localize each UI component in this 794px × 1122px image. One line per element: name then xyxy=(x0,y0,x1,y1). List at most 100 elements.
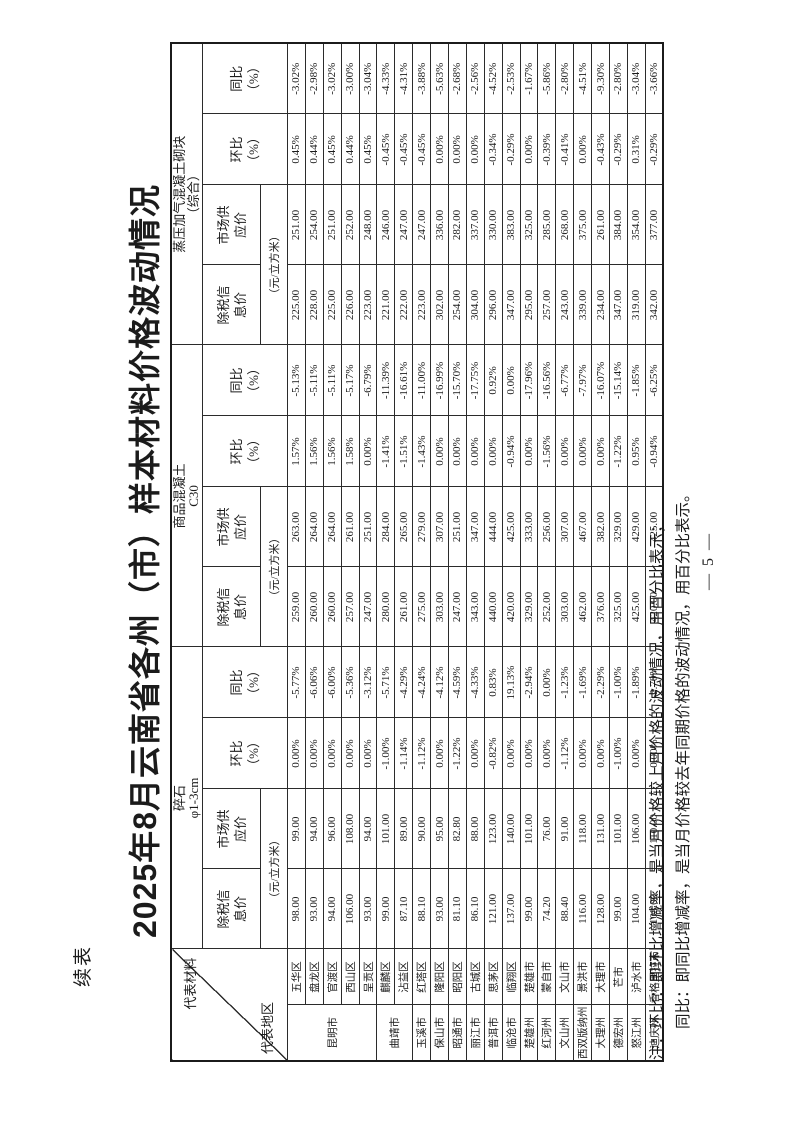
district-cell: 隆阳区 xyxy=(430,949,449,1005)
subheader-yoy: 同比 （%） xyxy=(202,344,288,416)
region-cell: 玉溪市 xyxy=(412,1005,431,1061)
value-cell: -3.04% xyxy=(627,42,646,114)
value-cell: 0.00% xyxy=(323,718,342,789)
value-cell: 91.00 xyxy=(555,789,574,869)
table-row: 沾益区 87.10 89.00 -1.14% -4.29% 261.00 265.00 -1.… xyxy=(394,42,413,1061)
value-cell: 251.00 xyxy=(287,184,306,265)
value-cell: 282.00 xyxy=(448,184,467,265)
value-cell: 234.00 xyxy=(591,264,610,345)
table-row: 玉溪市 红塔区 88.10 90.00 -1.12% -4.24% 275.00 279.00… xyxy=(412,42,431,1061)
table-row: 德宏州 芒市 99.00 101.00 -1.00% -1.00% 325.00 329.00… xyxy=(609,42,628,1061)
value-cell: -0.45% xyxy=(412,113,431,185)
value-cell: -1.12% xyxy=(555,718,574,789)
value-cell: -1.51% xyxy=(394,415,413,487)
subheader-yoy: 同比 （%） xyxy=(202,646,288,718)
value-cell: -3.04% xyxy=(359,42,377,114)
district-cell: 泸水市 xyxy=(627,949,646,1005)
value-cell: 0.00% xyxy=(359,415,377,487)
value-cell: 347.00 xyxy=(609,264,628,345)
value-cell: -4.31% xyxy=(394,42,413,114)
value-cell: -1.89% xyxy=(627,646,646,718)
value-cell: 0.00% xyxy=(537,718,556,789)
value-cell: 223.00 xyxy=(412,264,431,345)
value-cell: 0.00% xyxy=(573,415,592,487)
value-cell: -6.25% xyxy=(645,344,664,416)
value-cell: 247.00 xyxy=(412,184,431,265)
value-cell: 0.00% xyxy=(430,718,449,789)
value-cell: 0.44% xyxy=(341,113,360,185)
value-cell: -1.00% xyxy=(376,718,395,789)
value-cell: -0.82% xyxy=(484,718,503,789)
subheader-mom: 环比 （%） xyxy=(202,415,288,487)
footnote-mom: 注：环比：即环比增减率，是当月价格较上月价格的波动情况，用百分比表示； xyxy=(649,517,666,1060)
value-cell: 93.00 xyxy=(305,869,324,949)
value-cell: 260.00 xyxy=(323,566,342,647)
value-cell: 247.00 xyxy=(394,184,413,265)
value-cell: 1.57% xyxy=(287,415,306,487)
value-cell: 1.58% xyxy=(341,415,360,487)
value-cell: 339.00 xyxy=(573,264,592,345)
footnote-yoy: 同比：即同比增减率，是当月价格较去年同期价格的波动情况，用百分比表示。 xyxy=(675,486,692,1029)
value-cell: 0.95% xyxy=(627,415,646,487)
value-cell: 343.00 xyxy=(466,566,485,647)
subheader-yoy: 同比 （%） xyxy=(202,42,288,114)
district-cell: 麒麟区 xyxy=(376,949,395,1005)
value-cell: 243.00 xyxy=(555,264,574,345)
value-cell: -2.29% xyxy=(591,646,610,718)
subheader-market-price: 市场供 应价 xyxy=(202,486,261,567)
value-cell: 106.00 xyxy=(341,869,360,949)
value-cell: 123.00 xyxy=(484,789,503,869)
value-cell: 0.00% xyxy=(430,113,449,185)
value-cell: 0.00% xyxy=(573,113,592,185)
value-cell: 247.00 xyxy=(359,566,377,647)
value-cell: 76.00 xyxy=(537,789,556,869)
value-cell: -1.43% xyxy=(412,415,431,487)
value-cell: 444.00 xyxy=(484,486,503,567)
value-cell: 257.00 xyxy=(341,566,360,647)
value-cell: 118.00 xyxy=(573,789,592,869)
value-cell: 99.00 xyxy=(287,789,306,869)
value-cell: 307.00 xyxy=(555,486,574,567)
value-cell: 252.00 xyxy=(537,566,556,647)
value-cell: -3.66% xyxy=(645,42,664,114)
value-cell: 251.00 xyxy=(323,184,342,265)
value-cell: 264.00 xyxy=(305,486,324,567)
value-cell: -11.00% xyxy=(412,344,431,416)
value-cell: -3.00% xyxy=(341,42,360,114)
value-cell: 0.00% xyxy=(466,113,485,185)
unit-cell: （元/立方米） xyxy=(260,486,288,647)
value-cell: 0.00% xyxy=(573,718,592,789)
value-cell: 265.00 xyxy=(394,486,413,567)
value-cell: 1.56% xyxy=(305,415,324,487)
value-cell: 98.00 xyxy=(287,869,306,949)
value-cell: 259.00 xyxy=(287,566,306,647)
value-cell: 82.80 xyxy=(448,789,467,869)
value-cell: 0.00% xyxy=(287,718,306,789)
page-title: 2025年8月云南省各州（市）样本材料价格波动情况 xyxy=(127,184,163,938)
value-cell: 257.00 xyxy=(537,264,556,345)
value-cell: 101.00 xyxy=(609,789,628,869)
value-cell: 354.00 xyxy=(627,184,646,265)
value-cell: 19.13% xyxy=(502,646,521,718)
value-cell: 254.00 xyxy=(448,264,467,345)
value-cell: -3.02% xyxy=(323,42,342,114)
value-cell: 0.00% xyxy=(341,718,360,789)
table-row: 文山州 文山市 88.40 91.00 -1.12% -1.23% 303.00 307.00… xyxy=(555,42,574,1061)
value-cell: 261.00 xyxy=(341,486,360,567)
value-cell: -4.51% xyxy=(573,42,592,114)
value-cell: -6.00% xyxy=(323,646,342,718)
value-cell: 86.10 xyxy=(466,869,485,949)
value-cell: 106.00 xyxy=(627,789,646,869)
value-cell: 342.00 xyxy=(645,264,664,345)
value-cell: 252.00 xyxy=(341,184,360,265)
district-cell: 临翔区 xyxy=(502,949,521,1005)
continuation-label: 续表 xyxy=(73,944,94,987)
district-cell: 盘龙区 xyxy=(305,949,324,1005)
value-cell: 296.00 xyxy=(484,264,503,345)
value-cell: -11.39% xyxy=(376,344,395,416)
value-cell: 1.56% xyxy=(323,415,342,487)
value-cell: 0.45% xyxy=(323,113,342,185)
value-cell: 99.00 xyxy=(376,869,395,949)
value-cell: -0.43% xyxy=(591,113,610,185)
value-cell: -15.70% xyxy=(448,344,467,416)
